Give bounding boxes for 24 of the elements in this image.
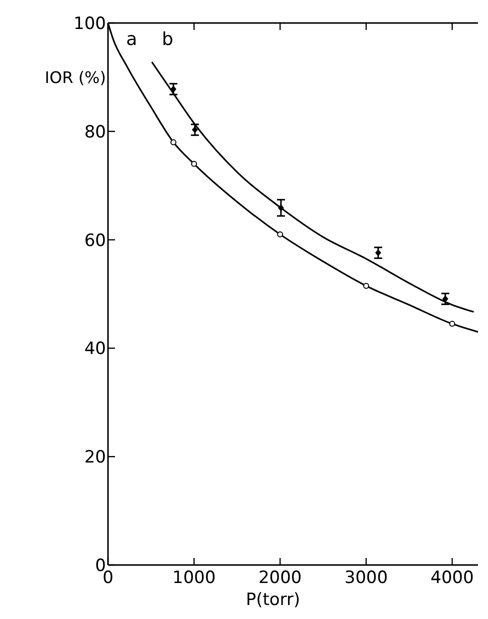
point (191, 160, 198, 167)
x-tick-label: 4000 (430, 568, 474, 588)
line-series (151, 61, 474, 313)
point (449, 320, 456, 327)
point (192, 126, 198, 134)
x-tick-label: 2000 (258, 568, 302, 588)
point (375, 249, 382, 256)
y-tick-label: 100 (74, 14, 106, 34)
x-tick-label: 3000 (344, 568, 388, 588)
point (170, 139, 176, 146)
series-label: b (162, 29, 174, 50)
point (363, 282, 370, 289)
point (278, 204, 284, 212)
y-axis-title: IOR (%) (44, 68, 106, 87)
x-axis-title: P(torr) (246, 590, 300, 610)
y-tick-label: 60 (84, 230, 106, 251)
x-tick-label: 1000 (172, 568, 216, 588)
point (277, 231, 284, 238)
y-tick-label: 40 (84, 339, 106, 360)
point (442, 295, 448, 302)
y-tick-label: 80 (84, 122, 106, 142)
y-tick-label: 20 (84, 448, 106, 468)
series-label: a (126, 29, 138, 50)
point (170, 86, 176, 93)
